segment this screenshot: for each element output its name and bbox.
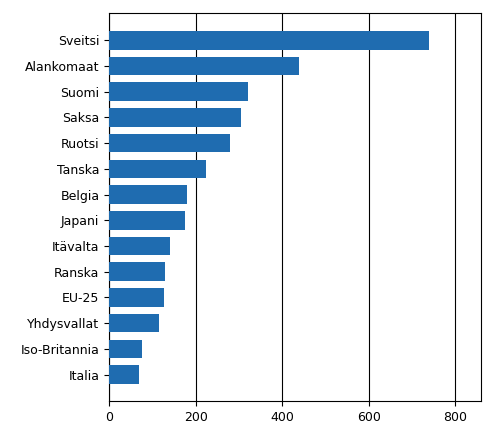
Bar	[109, 262, 165, 281]
Bar	[109, 108, 241, 127]
Bar	[109, 288, 165, 307]
Bar	[109, 83, 248, 101]
Bar	[109, 339, 141, 358]
Bar	[109, 185, 187, 204]
Bar	[109, 314, 159, 332]
Bar	[109, 211, 185, 230]
Bar	[109, 57, 300, 75]
Bar	[109, 237, 170, 255]
Bar	[109, 160, 206, 178]
Bar	[109, 365, 139, 384]
Bar	[109, 31, 429, 50]
Bar	[109, 134, 230, 153]
